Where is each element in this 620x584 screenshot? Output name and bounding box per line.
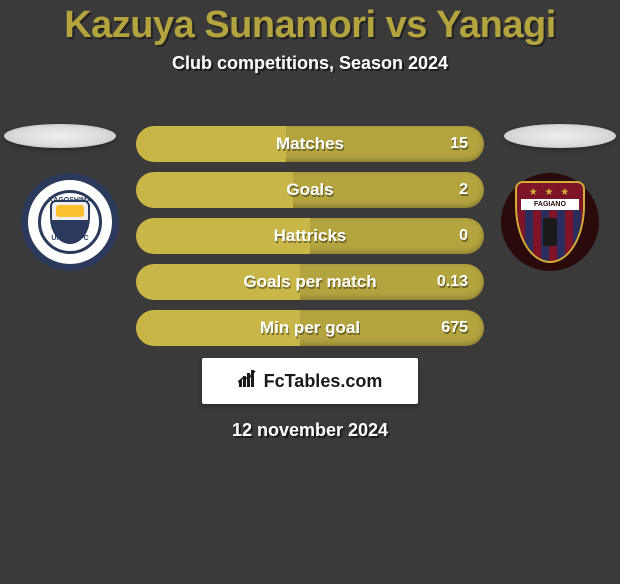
- stat-bar-label: Hattricks: [136, 218, 484, 254]
- stat-bars: Matches15 Goals2 Hattricks0 Goals per match…: [136, 126, 484, 356]
- stat-bar-value-right: 675: [441, 310, 468, 346]
- stat-bar-value-right: 15: [450, 126, 468, 162]
- stat-bar: Min per goal675: [136, 310, 484, 346]
- stat-bar-label: Min per goal: [136, 310, 484, 346]
- stat-bar-value-right: 0.13: [437, 264, 468, 300]
- platform-right: [504, 124, 616, 148]
- stat-bar-value-right: 2: [459, 172, 468, 208]
- crest-right-banner-text: FAGIANO: [521, 199, 579, 210]
- stat-bar-label: Matches: [136, 126, 484, 162]
- club-crest-right: ★ ★ ★ FAGIANO: [501, 173, 599, 271]
- bar-chart-icon: [238, 370, 258, 393]
- snapshot-date: 12 november 2024: [0, 420, 620, 441]
- crest-right-stars-icon: ★ ★ ★: [517, 187, 583, 198]
- page-subtitle: Club competitions, Season 2024: [0, 53, 620, 74]
- stat-bar: Hattricks0: [136, 218, 484, 254]
- crest-left-bottom-text: UNITED FC: [47, 235, 93, 247]
- crest-right-shield: ★ ★ ★ FAGIANO: [515, 181, 585, 263]
- club-crest-left: KAGOSHIMA UNITED FC: [21, 173, 119, 271]
- platform-left: [4, 124, 116, 148]
- brand-text: FcTables.com: [264, 371, 383, 392]
- page-title: Kazuya Sunamori vs Yanagi: [0, 4, 620, 47]
- stat-bar: Matches15: [136, 126, 484, 162]
- stat-bar-label: Goals: [136, 172, 484, 208]
- stat-bar: Goals2: [136, 172, 484, 208]
- stat-bar-label: Goals per match: [136, 264, 484, 300]
- brand-panel: FcTables.com: [202, 358, 418, 404]
- stat-bar: Goals per match0.13: [136, 264, 484, 300]
- stat-bar-value-right: 0: [459, 218, 468, 254]
